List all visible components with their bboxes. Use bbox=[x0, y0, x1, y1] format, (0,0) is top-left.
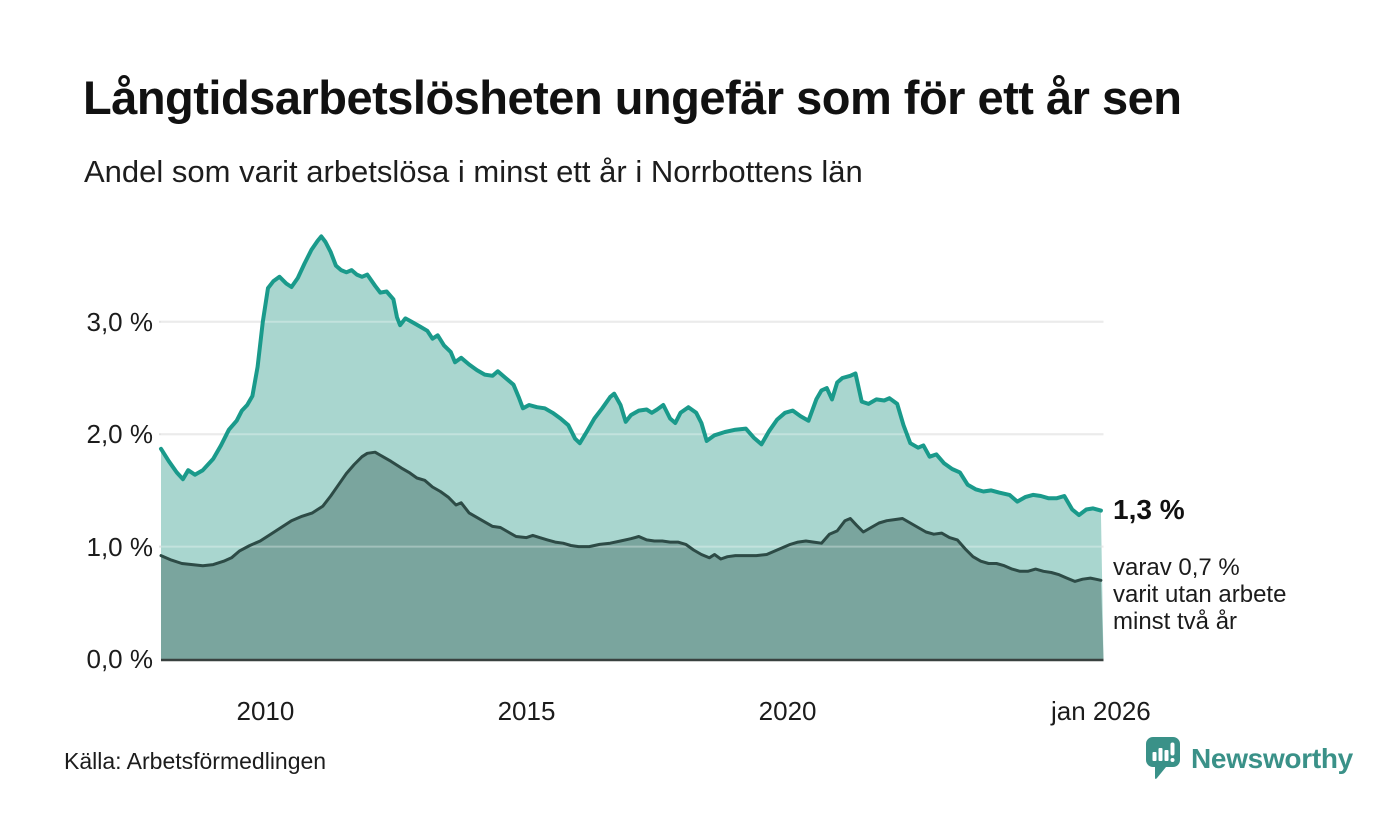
x-axis-tick-label: 2010 bbox=[236, 696, 295, 726]
newsworthy-logo-link[interactable]: Newsworthy bbox=[1146, 737, 1353, 783]
x-axis-tick-label: jan 2026 bbox=[1050, 696, 1151, 726]
y-axis-tick-label: 3,0 % bbox=[86, 306, 154, 337]
x-axis-tick-label: 2020 bbox=[758, 696, 817, 726]
annotation-line: minst två år bbox=[1113, 608, 1238, 635]
y-axis-tick-label: 0,0 % bbox=[86, 644, 154, 674]
annotation-line: varit utan arbete bbox=[1113, 581, 1287, 608]
y-axis-tick-label: 2,0 % bbox=[86, 419, 154, 450]
source-caption: Källa: Arbetsförmedlingen bbox=[64, 748, 327, 774]
annotation-line: varav 0,7 % bbox=[1113, 554, 1240, 581]
x-axis-tick-label: 2015 bbox=[497, 696, 556, 726]
y-axis-tick-label: 1,0 % bbox=[86, 531, 154, 562]
newsworthy-icon bbox=[1146, 737, 1180, 780]
latest-value-label: 1,3 % bbox=[1113, 494, 1185, 525]
latest-sub-annotation: varav 0,7 % varit utan arbete minst två … bbox=[1113, 554, 1286, 635]
page-title: Långtidsarbetslösheten ungefär som för e… bbox=[83, 71, 1182, 124]
chart-subtitle: Andel som varit arbetslösa i minst ett å… bbox=[84, 154, 863, 189]
newsworthy-wordmark: Newsworthy bbox=[1191, 743, 1353, 774]
